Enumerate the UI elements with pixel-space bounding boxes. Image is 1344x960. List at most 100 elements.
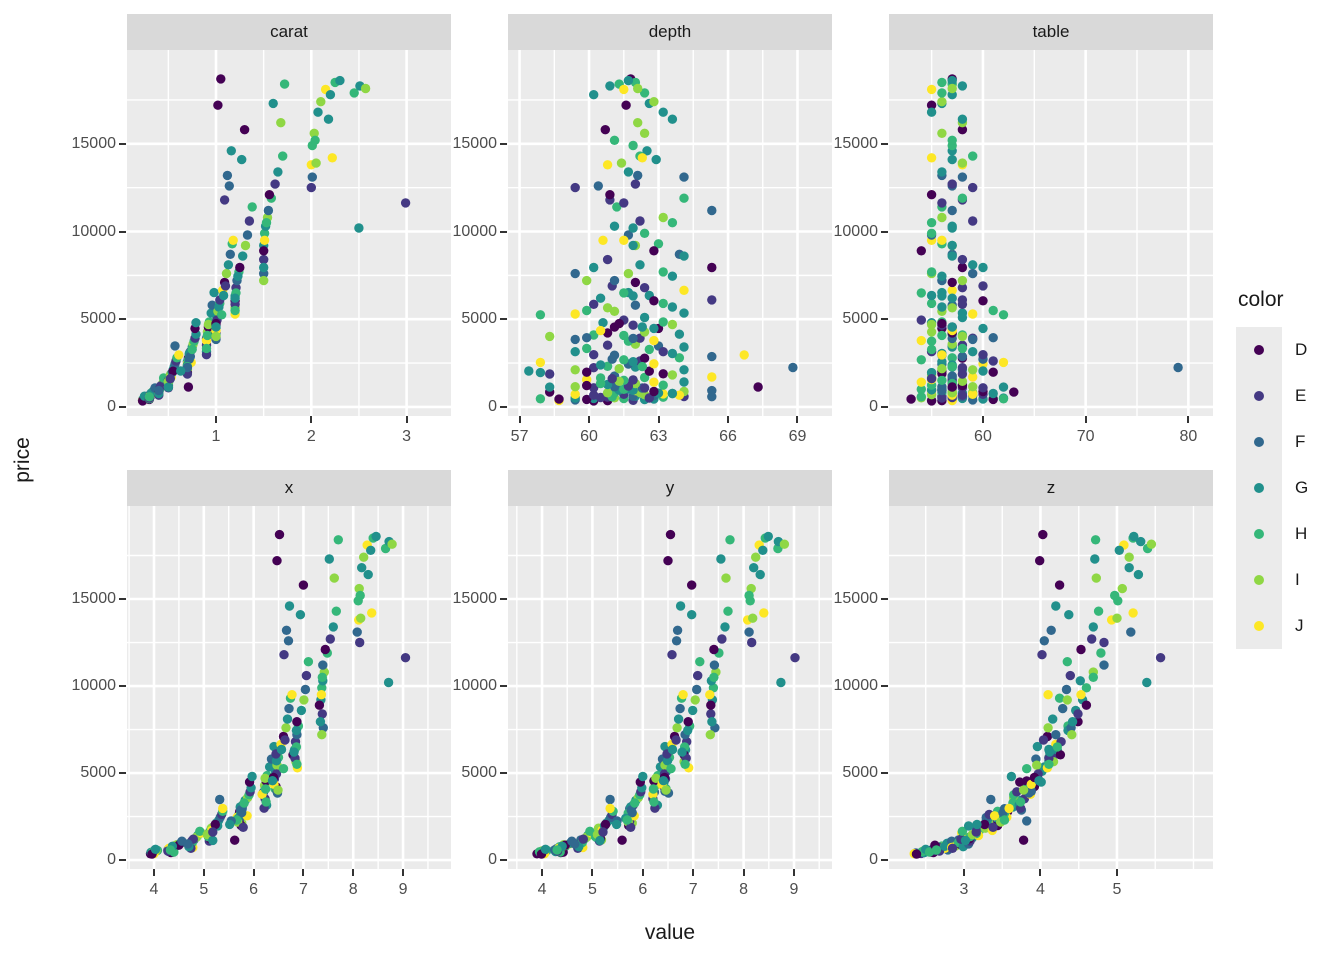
data-point [609, 135, 620, 145]
data-point [947, 277, 957, 288]
data-point [183, 839, 193, 849]
data-point [259, 254, 269, 265]
facet-strip-carat: carat [127, 14, 451, 50]
y-tick-label: 10000 [833, 222, 879, 240]
legend-key [1236, 327, 1282, 373]
data-point [937, 97, 947, 107]
data-point [595, 378, 606, 389]
data-point [679, 172, 689, 182]
x-tick-mark [310, 416, 313, 423]
legend-key-dot-g [1254, 483, 1264, 493]
y-tick-mark [881, 405, 888, 408]
facet-panel-table [889, 50, 1213, 416]
data-point [271, 756, 282, 766]
data-point [1051, 601, 1061, 611]
data-point [619, 235, 629, 245]
data-point [535, 310, 546, 320]
data-point [1136, 536, 1146, 547]
data-point [1065, 670, 1075, 681]
data-point [690, 695, 700, 705]
data-point [595, 325, 606, 336]
data-point [916, 384, 926, 394]
data-point [387, 539, 397, 549]
data-point [259, 228, 270, 238]
data-point [705, 690, 715, 700]
data-point [916, 377, 926, 387]
data-point [667, 370, 678, 380]
data-point [535, 367, 546, 378]
data-point [570, 365, 580, 375]
data-point [644, 393, 654, 403]
data-point [225, 819, 235, 830]
data-point [937, 128, 947, 138]
y-tick-label: 5000 [80, 764, 116, 782]
data-point [630, 277, 641, 288]
data-point [926, 153, 937, 163]
data-point [535, 394, 546, 404]
data-point [570, 382, 580, 392]
legend-entry: I [1236, 557, 1308, 603]
data-point [1124, 552, 1134, 562]
data-point [400, 198, 411, 208]
data-point [1026, 786, 1036, 796]
data-point [208, 827, 218, 837]
x-tick-mark [152, 869, 155, 876]
data-point [667, 114, 678, 124]
data-point [168, 366, 178, 376]
facet-strip-table: table [889, 14, 1213, 50]
data-point [238, 822, 248, 832]
data-point [623, 75, 634, 86]
y-tick-label: 10000 [833, 677, 879, 695]
data-point [957, 826, 968, 836]
data-point [589, 90, 599, 100]
data-point [582, 275, 592, 286]
data-point [272, 556, 282, 566]
legend-key-dot-h [1254, 529, 1264, 539]
data-point [540, 844, 551, 854]
facet-panel-x [127, 506, 451, 869]
data-point [651, 773, 661, 783]
y-tick-label: 15000 [452, 134, 498, 152]
data-point [947, 240, 957, 251]
data-point [292, 759, 302, 769]
x-tick-mark [1187, 416, 1190, 423]
x-tick-mark [742, 869, 745, 876]
data-point [680, 759, 690, 769]
data-point [315, 717, 326, 727]
data-point [916, 288, 926, 298]
data-point [633, 118, 643, 128]
data-point [679, 365, 689, 375]
data-point [268, 98, 278, 109]
data-point [666, 764, 676, 774]
data-point [947, 371, 957, 381]
data-point [150, 844, 161, 854]
data-point [926, 218, 937, 228]
data-point [986, 794, 996, 805]
data-point [968, 182, 978, 193]
data-point [979, 819, 990, 830]
x-tick-mark [793, 869, 795, 876]
data-point [278, 764, 289, 774]
x-axis-title: value [644, 921, 696, 944]
data-point [1124, 563, 1134, 573]
data-point [602, 254, 613, 265]
data-point [683, 725, 693, 736]
data-point [744, 590, 754, 601]
data-point [230, 293, 240, 303]
legend-title: color [1238, 288, 1284, 311]
x-tick-mark [588, 416, 591, 423]
y-tick-label: 15000 [833, 134, 879, 152]
data-point [638, 771, 648, 782]
data-point [570, 334, 580, 345]
data-point [220, 281, 231, 291]
data-point [320, 644, 330, 655]
data-point [968, 365, 978, 375]
x-tick-label: 70 [1076, 428, 1095, 445]
data-point [779, 539, 790, 549]
data-point [931, 845, 942, 855]
data-point [259, 246, 269, 256]
data-point [1112, 613, 1122, 623]
data-point [1126, 627, 1136, 637]
data-point [295, 610, 306, 620]
data-point [191, 318, 201, 328]
